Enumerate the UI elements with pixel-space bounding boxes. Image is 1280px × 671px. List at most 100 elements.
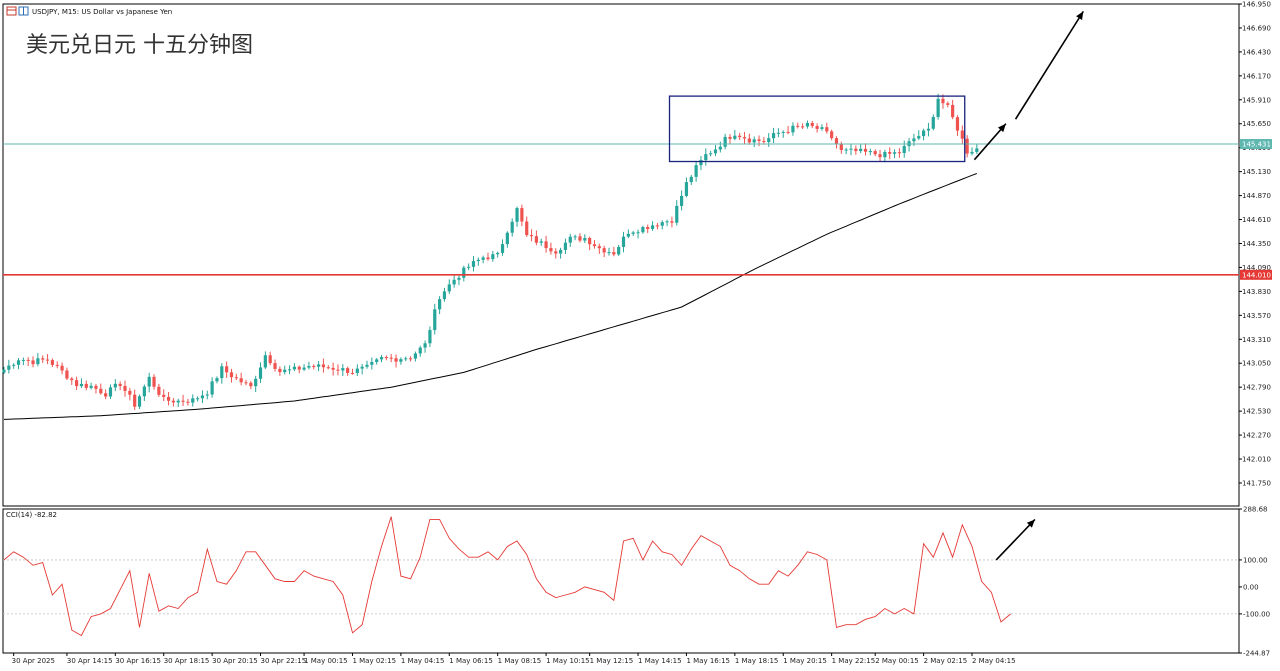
candle-body bbox=[602, 248, 606, 253]
candle-body bbox=[757, 139, 761, 142]
candle-body bbox=[108, 387, 113, 397]
candle-body bbox=[713, 149, 718, 154]
candle-body bbox=[442, 291, 447, 300]
candle-body bbox=[525, 221, 529, 236]
candle bbox=[704, 148, 708, 166]
candle bbox=[413, 351, 417, 362]
candle-body bbox=[205, 394, 209, 396]
candle bbox=[104, 389, 108, 400]
candle-body bbox=[467, 266, 471, 268]
candle-body bbox=[438, 299, 442, 310]
candle-body bbox=[481, 257, 485, 260]
candle-body bbox=[496, 252, 500, 255]
candle-body bbox=[254, 378, 258, 387]
candle bbox=[317, 361, 321, 372]
candle-body bbox=[278, 368, 282, 373]
candle bbox=[254, 375, 258, 393]
time-axis-label: 2 May 02:15 bbox=[924, 657, 968, 665]
price-axis-label: 145.650 bbox=[1242, 120, 1271, 128]
candle bbox=[433, 303, 437, 335]
time-axis-label: 1 May 16:15 bbox=[686, 657, 730, 665]
candle-body bbox=[621, 236, 626, 247]
candle bbox=[21, 357, 25, 366]
candle-body bbox=[45, 359, 50, 361]
candle-body bbox=[704, 154, 708, 161]
candle bbox=[607, 247, 611, 256]
candle-body bbox=[926, 128, 931, 131]
candle-body bbox=[60, 365, 64, 371]
candle bbox=[481, 255, 485, 264]
candle-body bbox=[951, 104, 955, 118]
candle bbox=[60, 362, 64, 375]
candle-body bbox=[820, 127, 824, 129]
candle bbox=[849, 143, 853, 156]
price-axis-label: 143.050 bbox=[1242, 360, 1271, 368]
candle-body bbox=[21, 359, 25, 361]
candle bbox=[626, 229, 630, 239]
candle bbox=[12, 363, 16, 369]
candle-body bbox=[302, 367, 306, 370]
candle bbox=[447, 279, 451, 294]
candle-body bbox=[350, 372, 355, 374]
candle-body bbox=[249, 382, 253, 387]
candle bbox=[171, 398, 175, 407]
candle bbox=[2, 366, 6, 374]
candle bbox=[26, 357, 30, 366]
candle bbox=[79, 378, 84, 388]
candle-body bbox=[239, 378, 243, 383]
candle-body bbox=[786, 131, 790, 133]
cci-trend-arrow bbox=[995, 518, 1036, 561]
candle-body bbox=[273, 363, 277, 369]
candle bbox=[108, 384, 113, 399]
symbol-header: USDJPY, M15: US Dollar vs Japanese Yen bbox=[6, 6, 172, 16]
cci-axis-label: 288.68 bbox=[1243, 506, 1268, 514]
candle bbox=[892, 149, 897, 159]
candle-body bbox=[413, 353, 417, 359]
price-axis-label: 146.690 bbox=[1242, 24, 1271, 32]
cci-trend-arrow-head bbox=[1026, 519, 1035, 528]
candle bbox=[471, 256, 476, 272]
time-axis-label: 1 May 18:15 bbox=[735, 657, 779, 665]
candle bbox=[602, 245, 606, 258]
overlay-layer: USDJPY, M15: US Dollar vs Japanese Yen 美… bbox=[6, 6, 253, 58]
candle-body bbox=[399, 359, 403, 362]
candle bbox=[834, 136, 839, 149]
candle bbox=[781, 130, 785, 138]
candle-body bbox=[336, 369, 340, 371]
candle bbox=[820, 124, 824, 131]
candle-body bbox=[617, 246, 621, 255]
candle-body bbox=[229, 372, 234, 378]
cci-axis-label: 0.00 bbox=[1243, 583, 1259, 591]
candle bbox=[476, 257, 480, 266]
candle-body bbox=[50, 360, 54, 365]
candle-body bbox=[854, 148, 858, 152]
candle bbox=[152, 374, 156, 390]
candle bbox=[404, 356, 408, 362]
time-axis-label: 1 May 20:15 bbox=[783, 657, 827, 665]
time-axis-label: 1 May 14:15 bbox=[638, 657, 682, 665]
support-price-tag bbox=[1240, 269, 1272, 280]
candle-body bbox=[491, 254, 495, 260]
cci-indicator-panel: CCI(14) -82.82 288.68 100.00 0.00 -100.00 -24… bbox=[2, 506, 1270, 658]
candle-body bbox=[433, 309, 437, 331]
candle-body bbox=[544, 241, 548, 249]
candle-body bbox=[578, 236, 582, 241]
candle-body bbox=[12, 364, 16, 366]
candle-body bbox=[844, 149, 848, 151]
candle-body bbox=[941, 98, 945, 104]
candle bbox=[617, 244, 621, 256]
candle-body bbox=[747, 138, 751, 143]
candle bbox=[762, 137, 766, 145]
candle-body bbox=[84, 383, 88, 388]
trend-arrow-1 bbox=[973, 123, 1007, 161]
time-axis-label: 2 May 04:15 bbox=[972, 657, 1016, 665]
candle bbox=[713, 145, 718, 157]
candle-body bbox=[312, 366, 316, 368]
candle-body bbox=[631, 232, 635, 234]
candle-body bbox=[225, 366, 229, 373]
candle-body bbox=[113, 383, 117, 388]
candle bbox=[689, 174, 693, 185]
candle bbox=[728, 134, 732, 145]
candle-body bbox=[563, 242, 568, 250]
